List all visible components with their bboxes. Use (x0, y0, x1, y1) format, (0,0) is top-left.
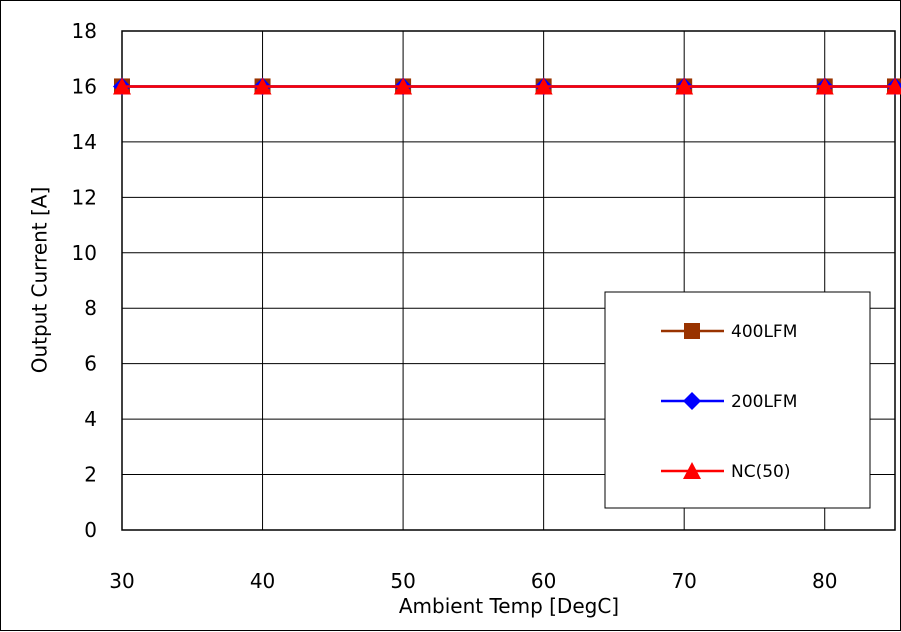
y-tick-label: 8 (84, 296, 97, 320)
legend-item: NC(50) (661, 462, 790, 482)
data-point (675, 77, 694, 95)
series-nc-50- (113, 77, 901, 95)
legend-label: 200LFM (731, 392, 797, 412)
legend-label: 400LFM (731, 322, 797, 342)
y-axis-title: Output Current [A] (28, 187, 52, 374)
data-point (534, 77, 553, 95)
y-tick-label: 12 (72, 185, 97, 209)
data-point (394, 77, 413, 95)
legend-marker (684, 323, 700, 339)
y-tick-label: 18 (72, 19, 97, 43)
data-point (113, 77, 131, 95)
series-layer (113, 77, 901, 96)
legend-marker (683, 392, 701, 410)
data-point (253, 77, 272, 95)
legend-item: 400LFM (661, 322, 797, 342)
x-tick-label: 60 (531, 569, 556, 593)
legend-label: NC(50) (731, 462, 790, 482)
x-tick-label: 30 (109, 569, 134, 593)
y-tick-label: 4 (84, 407, 97, 431)
legend-marker (683, 462, 701, 479)
legend-box (604, 291, 871, 509)
x-tick-label: 40 (250, 569, 275, 593)
y-tick-label: 2 (84, 463, 97, 487)
y-tick-labels: 0 2 4 6 8 10 12 14 16 18 (72, 19, 97, 542)
legend-item: 200LFM (661, 392, 797, 412)
legend: 400LFM 200LFM NC(50) (604, 291, 871, 509)
x-tick-label: 70 (671, 569, 696, 593)
y-tick-label: 16 (72, 74, 97, 98)
plot-border (121, 30, 896, 531)
x-tick-label: 80 (812, 569, 837, 593)
y-tick-label: 0 (84, 518, 97, 542)
data-point (886, 77, 901, 95)
data-point (815, 77, 834, 95)
x-tick-label: 50 (390, 569, 415, 593)
x-tick-labels: 30 40 50 60 70 80 (109, 569, 837, 593)
y-tick-label: 10 (72, 241, 97, 265)
y-tick-label: 14 (72, 130, 97, 154)
legend-items: 400LFM 200LFM NC(50) (661, 322, 797, 482)
y-tick-label: 6 (84, 352, 97, 376)
x-axis-title: Ambient Temp [DegC] (399, 594, 619, 618)
